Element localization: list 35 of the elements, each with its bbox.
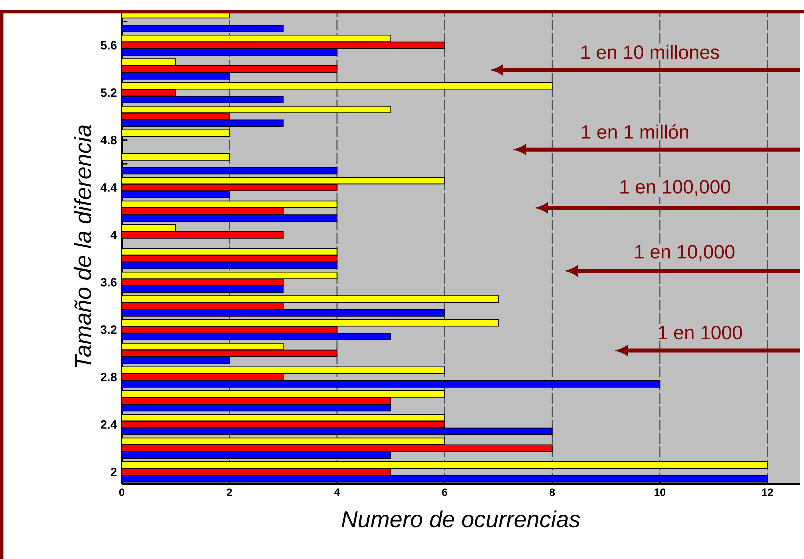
y-tick-label: 5.6	[100, 41, 117, 50]
x-tick-label: 8	[550, 488, 556, 496]
x-tick-label: 2	[227, 488, 232, 496]
annotation: 1 en 100,000	[620, 180, 731, 196]
annotation: 1 en 10,000	[635, 245, 735, 262]
bar	[122, 278, 284, 286]
y-tick-label: 2.4	[101, 420, 118, 429]
annotation: 1 en 10 millones	[582, 45, 720, 60]
bar	[122, 231, 284, 239]
y-tick-label: 5.2	[100, 88, 117, 98]
annotation: 1 en 1 millón	[582, 124, 688, 139]
bar	[122, 350, 338, 358]
bar	[122, 42, 446, 50]
y-tick-label: 3.6	[100, 278, 117, 287]
bar	[122, 326, 338, 334]
y-tick-label: 4	[110, 231, 118, 240]
y-tick-label: 2	[111, 468, 117, 476]
bar	[122, 397, 392, 405]
y-tick-label: 2.8	[101, 373, 117, 382]
bar	[122, 374, 284, 382]
y-tick-label: 4.8	[100, 136, 117, 145]
annotation: 1 en 1000	[659, 326, 742, 340]
x-tick-label: 10	[654, 488, 666, 496]
bar	[122, 208, 284, 216]
x-tick-label: 12	[762, 488, 774, 496]
x-tick-label: 4	[334, 488, 340, 496]
y-tick-label: 4.4	[100, 184, 118, 192]
bar	[122, 468, 392, 476]
x-tick-label: 6	[442, 488, 448, 496]
y-axis-title: Tamaño de la diferencia	[74, 125, 92, 368]
x-tick-label: 0	[119, 488, 125, 496]
bar	[122, 255, 338, 263]
x-axis-title: Numero de ocurrencias	[342, 510, 580, 528]
y-tick-label: 3.2	[100, 326, 117, 334]
bar	[122, 444, 553, 452]
